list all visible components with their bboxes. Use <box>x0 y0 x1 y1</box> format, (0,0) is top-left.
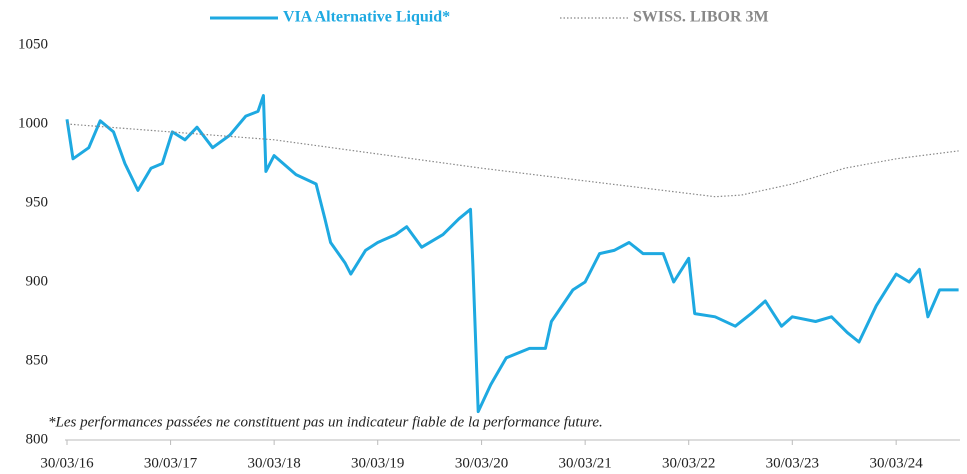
x-tick-label: 30/03/20 <box>455 455 508 471</box>
y-tick-label: 1000 <box>18 115 48 131</box>
x-tick-label: 30/03/24 <box>869 455 923 471</box>
footnote: *Les performances passées ne constituent… <box>48 414 603 430</box>
y-tick-label: 900 <box>26 273 49 289</box>
x-tick-label: 30/03/22 <box>662 455 715 471</box>
line-series <box>66 123 959 198</box>
legend-label: SWISS. LIBOR 3M <box>633 9 769 26</box>
x-tick-label: 30/03/17 <box>144 455 198 471</box>
x-tick-label: 30/03/19 <box>351 455 404 471</box>
y-tick-label: 800 <box>26 431 49 447</box>
x-tick-label: 30/03/18 <box>247 455 300 471</box>
y-tick-label: 950 <box>26 194 49 210</box>
legend-label: VIA Alternative Liquid* <box>283 9 450 26</box>
x-tick-label: 30/03/21 <box>558 455 611 471</box>
y-tick-label: 1050 <box>18 36 48 52</box>
line-series <box>65 94 959 414</box>
x-tick-label: 30/03/16 <box>40 455 94 471</box>
y-tick-label: 850 <box>26 352 49 368</box>
x-tick-label: 30/03/23 <box>766 455 819 471</box>
